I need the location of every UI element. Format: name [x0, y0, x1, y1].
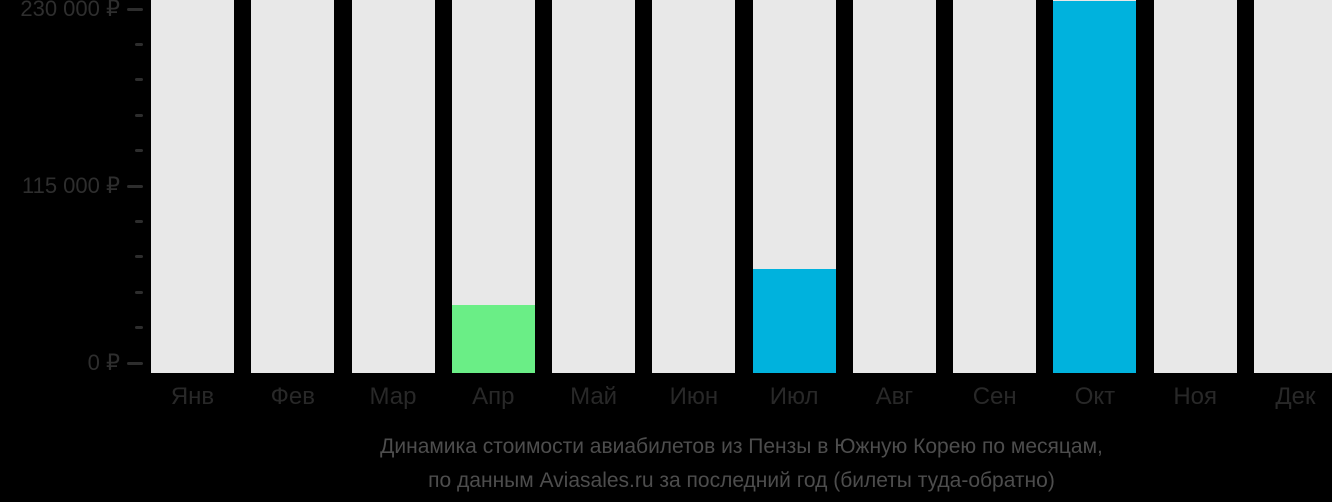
month-label: Авг: [875, 383, 914, 410]
y-axis-minor-tick: [135, 290, 143, 294]
month-label: Апр: [472, 383, 515, 410]
value-bar: [451, 304, 535, 373]
bar-column: [953, 0, 1037, 373]
bar-column: [1153, 0, 1237, 373]
bar-column: [652, 0, 736, 373]
y-axis-minor-tick: [135, 326, 143, 330]
y-axis-label: 230 000 ₽: [20, 0, 120, 21]
y-axis-label: 115 000 ₽: [21, 173, 120, 198]
month-label: Янв: [170, 383, 215, 410]
month-label: Окт: [1074, 383, 1116, 410]
y-axis-minor-tick: [135, 149, 143, 153]
y-axis-major-tick: [127, 184, 143, 188]
y-axis-minor-tick: [135, 78, 143, 82]
month-label: Ноя: [1173, 383, 1218, 410]
bar-column: [752, 0, 836, 373]
bar-column: [451, 0, 535, 373]
bar-column: [852, 0, 936, 373]
y-axis-label: 0 ₽: [87, 350, 120, 375]
value-bar: [752, 269, 836, 373]
caption-title: Динамика стоимости авиабилетов из Пензы …: [380, 435, 1103, 458]
plot-area: 0 ₽ 115 000 ₽ 230 000 ₽: [20, 0, 1332, 375]
y-axis-minor-tick: [135, 113, 143, 117]
y-axis-major-tick: [127, 361, 143, 365]
month-label: Июл: [769, 383, 819, 410]
value-bar: [1053, 1, 1137, 373]
y-axis-major-tick: [127, 7, 143, 11]
bar-column: [552, 0, 636, 373]
y-axis-minor-tick: [135, 255, 143, 259]
month-label: Сен: [972, 383, 1017, 410]
month-label: Мар: [369, 383, 417, 410]
bar-column: [351, 0, 435, 373]
bar-column: [1253, 0, 1332, 373]
caption-subtitle: по данным Aviasales.ru за последний год …: [428, 469, 1055, 492]
bar-column: [151, 0, 234, 373]
y-axis-minor-tick: [135, 219, 143, 223]
month-label: Дек: [1275, 383, 1316, 410]
chart-caption: Динамика стоимости авиабилетов из Пензы …: [151, 430, 1332, 498]
y-axis-minor-tick: [135, 42, 143, 46]
month-label: Июн: [669, 383, 719, 410]
month-label: Фев: [270, 383, 315, 410]
month-label: Май: [570, 383, 618, 410]
bar-column: [1053, 0, 1137, 373]
bar-column: [251, 0, 335, 373]
